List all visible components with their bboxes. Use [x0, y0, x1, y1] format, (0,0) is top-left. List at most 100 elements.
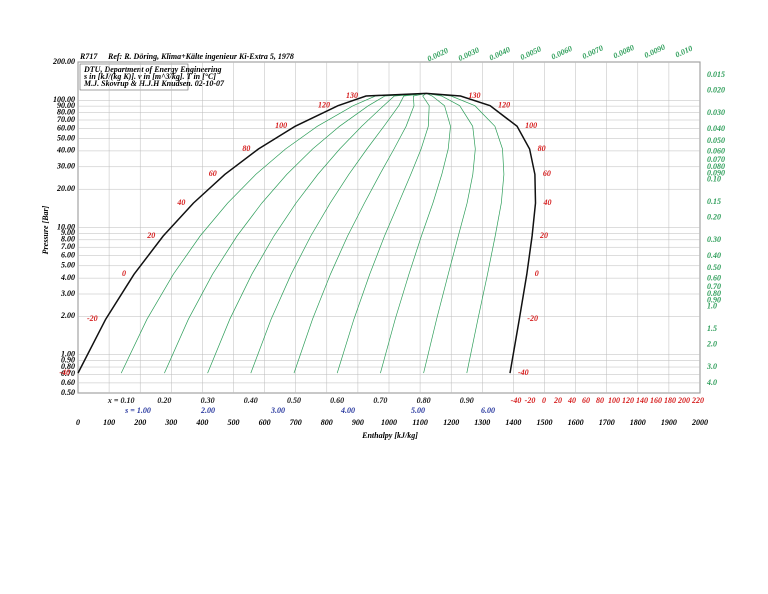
y-tick-label: 10.00: [57, 222, 75, 231]
y-tick-label: 2.00: [60, 311, 75, 320]
volume-label: 4.0: [706, 378, 717, 387]
temperature-label: 80: [242, 144, 250, 153]
quality-line: [120, 93, 427, 374]
y-tick-label: 8.00: [61, 235, 75, 244]
y-tick-label: 3.00: [60, 289, 75, 298]
y-tick-label: 1.00: [61, 350, 75, 359]
y-tick-label: 30.00: [56, 162, 75, 171]
volume-label: 0.0030: [457, 46, 481, 63]
superheat-temp-label: 60: [582, 396, 590, 405]
quality-line: [336, 93, 430, 374]
volume-label: 0.050: [707, 136, 725, 145]
superheat-temp-label: 20: [553, 396, 562, 405]
volume-label: 1.5: [707, 324, 717, 333]
x-tick-label: 700: [290, 418, 302, 427]
x-tick-label: 2000: [691, 418, 708, 427]
volume-label: 0.50: [707, 263, 721, 272]
superheat-temp-label: 220: [691, 396, 704, 405]
x-tick-label: 1800: [630, 418, 646, 427]
entropy-label: 3.00: [270, 406, 285, 415]
quality-label: 0.70: [373, 396, 387, 405]
temperature-label: -40: [59, 368, 70, 377]
y-tick-label: 100.00: [53, 95, 75, 104]
x-tick-label: 900: [352, 418, 364, 427]
y-tick-label: 70.00: [57, 115, 75, 124]
volume-label: 3.0: [706, 362, 717, 371]
x-tick-label: 1500: [537, 418, 553, 427]
volume-label: 0.30: [707, 235, 721, 244]
temperature-label: 130: [469, 91, 481, 100]
y-tick-label: 60.00: [57, 123, 75, 132]
superheat-temp-label: 180: [664, 396, 676, 405]
volume-label: 0.090: [707, 169, 725, 178]
y-tick-label: 20.00: [56, 184, 75, 193]
x-tick-label: 1100: [412, 418, 428, 427]
volume-label: 0.040: [707, 124, 725, 133]
info-line: M.J. Skovrup & H.J.H Knudsen. 02-10-07: [83, 79, 225, 88]
y-tick-label: 90.00: [57, 101, 75, 110]
temperature-label: 40: [542, 198, 551, 207]
superheat-temp-label: 40: [567, 396, 576, 405]
temperature-label: -40: [518, 368, 529, 377]
superheat-temp-label: 160: [650, 396, 662, 405]
y-tick-label: 9.00: [61, 228, 75, 237]
volume-label: 0.030: [707, 108, 725, 117]
quality-line: [164, 93, 427, 374]
superheat-temp-label: 0: [542, 396, 546, 405]
quality-label: 0.80: [417, 396, 431, 405]
temperature-label: 20: [146, 231, 155, 240]
y-tick-label: 0.70: [61, 369, 75, 378]
volume-label: 0.0050: [519, 45, 543, 62]
temperature-label: 40: [176, 198, 185, 207]
volume-label: 0.060: [707, 146, 725, 155]
volume-label: 0.070: [707, 155, 725, 164]
volume-label: 0.70: [707, 282, 721, 291]
y-tick-label: 0.80: [61, 362, 75, 371]
x-tick-label: 1700: [599, 418, 615, 427]
x-tick-label: 1900: [661, 418, 677, 427]
reference: Ref: R. Döring, Klima+Kälte ingenieur Ki…: [107, 52, 294, 61]
volume-label: 0.0070: [581, 44, 605, 61]
quality-label: 0.90: [460, 396, 474, 405]
superheat-temp-label: 100: [608, 396, 620, 405]
temperature-label: 0: [122, 269, 126, 278]
temperature-label: -20: [87, 314, 98, 323]
temperature-label: 120: [498, 101, 510, 110]
entropy-label: 5.00: [411, 406, 425, 415]
y-tick-label: 7.00: [61, 242, 75, 251]
y-tick-label: 6.00: [61, 251, 75, 260]
volume-label: 0.015: [707, 70, 725, 79]
y-tick-label: 80.00: [57, 107, 75, 116]
quality-line: [293, 93, 427, 374]
superheat-temp-label: 120: [622, 396, 634, 405]
volume-label: 2.0: [706, 340, 717, 349]
y-tick-label: 0.50: [61, 388, 75, 397]
temperature-label: 120: [318, 101, 330, 110]
entropy-label: 6.00: [481, 406, 495, 415]
saturation-dome: [77, 92, 537, 374]
quality-label: 0.60: [330, 396, 344, 405]
y-tick-label: 200.00: [52, 57, 75, 66]
quality-label: 0.20: [157, 396, 171, 405]
volume-label: 0.10: [707, 174, 721, 183]
volume-label: 0.0090: [643, 43, 667, 60]
volume-label: 1.0: [707, 301, 717, 310]
volume-label: 0.40: [707, 251, 721, 260]
volume-label: 0.60: [707, 273, 721, 282]
volume-label: 0.080: [707, 162, 725, 171]
x-axis-label: Enthalpy [kJ/kg]: [361, 431, 418, 440]
superheat-temp-label: 140: [636, 396, 648, 405]
y-tick-label: 50.00: [57, 133, 75, 142]
chart-title: R717: [79, 52, 98, 61]
y-tick-label: 0.90: [61, 355, 75, 364]
x-tick-label: 0: [76, 418, 80, 427]
quality-label: 0.30: [201, 396, 215, 405]
quality-label: 0.50: [287, 396, 301, 405]
temperature-label: 60: [543, 169, 551, 178]
entropy-label: 2.00: [200, 406, 215, 415]
y-tick-label: 0.60: [61, 378, 75, 387]
volume-label: 0.80: [707, 289, 721, 298]
y-tick-label: 4.00: [60, 273, 75, 282]
